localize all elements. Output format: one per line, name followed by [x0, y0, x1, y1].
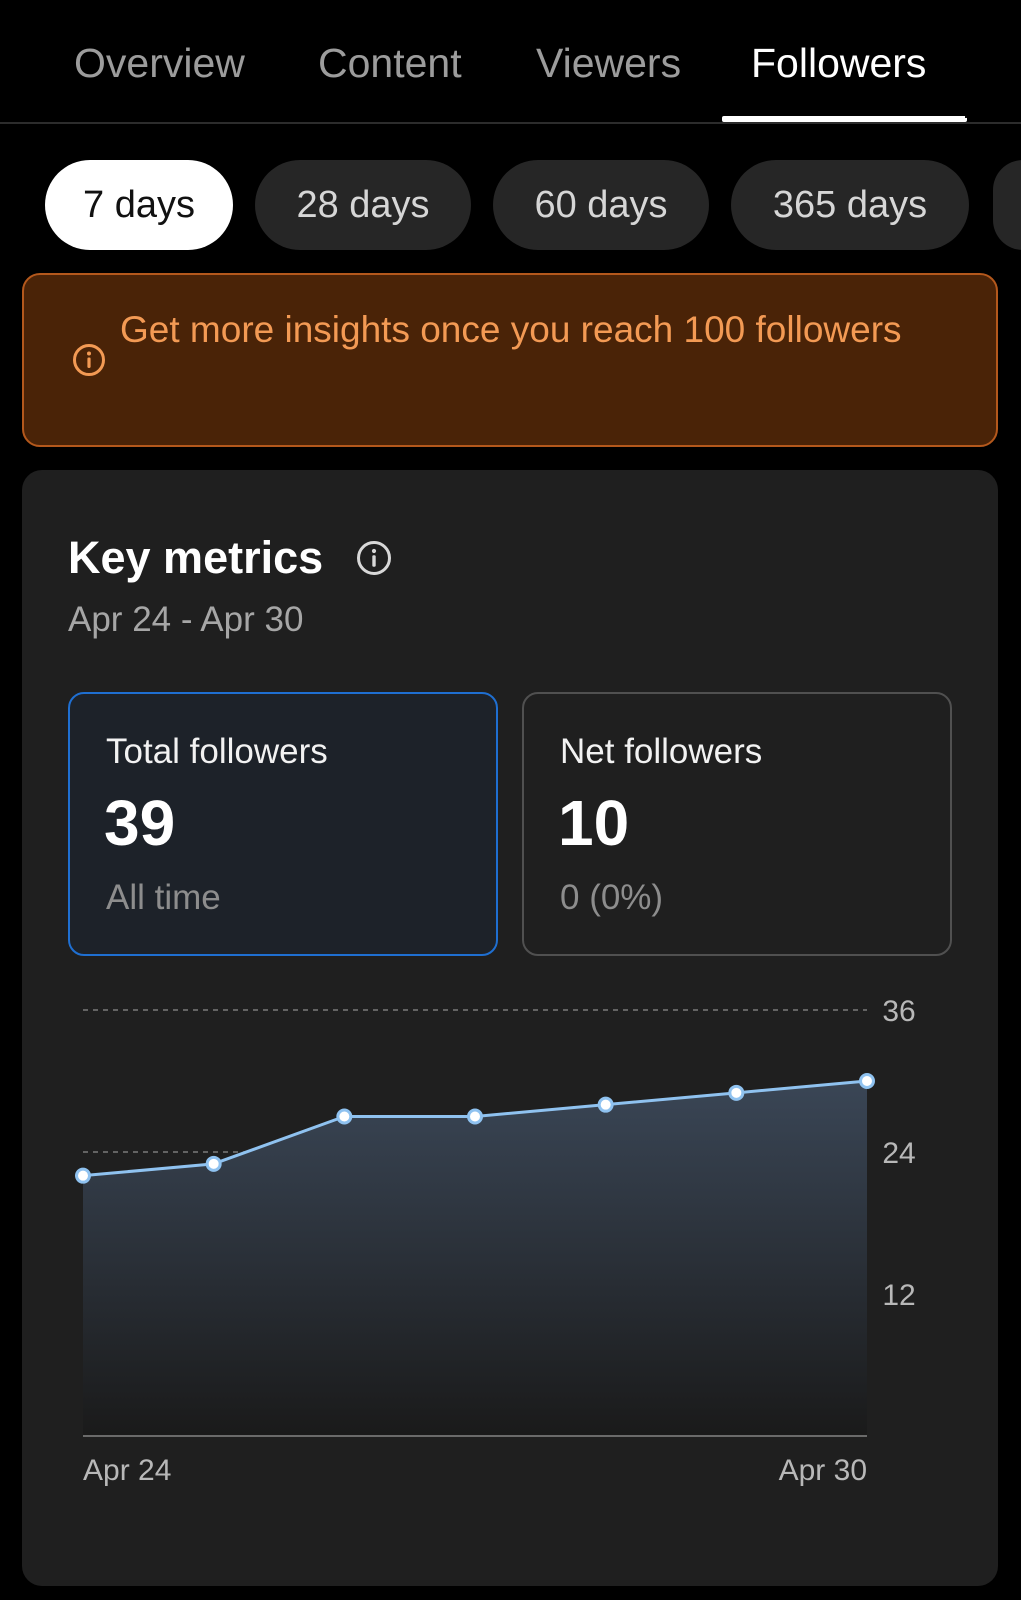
info-icon	[73, 344, 105, 376]
total-followers-card[interactable]: Total followers 39 All time	[68, 692, 498, 956]
data-point-4[interactable]	[467, 1108, 483, 1125]
tab-content[interactable]: Content	[318, 40, 462, 86]
total-followers-label: Total followers	[106, 732, 328, 771]
tab-overflow-fade	[965, 0, 1021, 118]
y-tick-label: 24	[882, 1137, 915, 1170]
insights-banner: Get more insights once you reach 100 fol…	[22, 273, 998, 447]
data-point-5[interactable]	[597, 1096, 614, 1113]
followers-chart: 12 24 36 Apr 24 Apr 30	[75, 995, 916, 1487]
net-followers-card[interactable]: Net followers 10 0 (0%)	[522, 692, 952, 956]
period-chip-28-days[interactable]: 28 days	[255, 160, 471, 250]
key-metrics-title: Key metrics	[68, 532, 324, 583]
data-point-7[interactable]	[859, 1073, 875, 1089]
data-point-2[interactable]	[205, 1155, 222, 1172]
data-point-1[interactable]	[75, 1167, 91, 1184]
y-tick-label: 12	[882, 1279, 915, 1312]
net-followers-value: 10	[558, 787, 630, 859]
net-followers-label: Net followers	[560, 732, 763, 771]
data-point-6[interactable]	[728, 1084, 745, 1101]
total-followers-sub: All time	[106, 878, 221, 917]
followers-area	[83, 1081, 867, 1436]
x-tick-label-end: Apr 30	[779, 1454, 867, 1487]
x-tick-label-start: Apr 24	[83, 1454, 171, 1487]
net-followers-sub: 0 (0%)	[560, 878, 664, 917]
period-chip-overflow[interactable]	[993, 160, 1021, 250]
key-metrics-card: Key metrics Apr 24 - Apr 30 Total follow…	[22, 470, 998, 1586]
data-point-3[interactable]	[336, 1108, 353, 1125]
tab-overview[interactable]: Overview	[74, 40, 245, 86]
active-tab-indicator	[722, 116, 967, 122]
tab-followers[interactable]: Followers	[751, 40, 927, 86]
date-range: Apr 24 - Apr 30	[68, 600, 304, 639]
period-chip-7-days[interactable]: 7 days	[45, 160, 233, 250]
period-chip-365-days[interactable]: 365 days	[731, 160, 969, 250]
key-metrics-info-icon[interactable]	[356, 540, 392, 576]
period-chip-60-days[interactable]: 60 days	[493, 160, 709, 250]
insights-banner-text: Get more insights once you reach 100 fol…	[120, 309, 902, 350]
total-followers-value: 39	[104, 787, 176, 859]
tab-viewers[interactable]: Viewers	[536, 40, 682, 86]
y-tick-label: 36	[882, 995, 915, 1028]
section-tabs: Overview Content Viewers Followers	[0, 0, 1021, 124]
